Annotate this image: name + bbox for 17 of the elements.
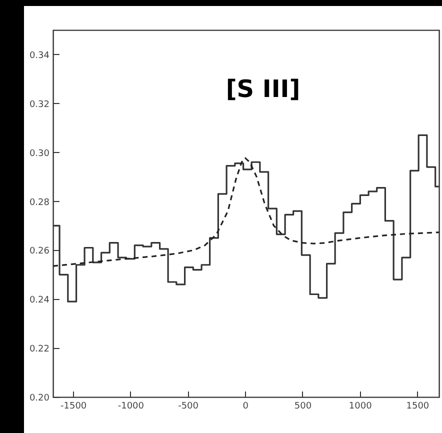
y-tick-label: 0.26	[29, 246, 50, 257]
x-tick-label: 1500	[406, 402, 430, 412]
x-tick-label: 0	[242, 402, 249, 412]
line-series	[52, 157, 440, 267]
y-tick-label: 0.22	[29, 344, 50, 355]
y-tick-label: 0.24	[29, 296, 50, 306]
y-tick-label: 0.28	[29, 198, 50, 208]
x-tick-label: 500	[294, 402, 312, 412]
annotation: [S III]	[226, 75, 300, 103]
y-tick-label: 0.32	[29, 100, 50, 110]
x-tick-label: -1000	[118, 402, 144, 412]
x-tick-label: -1500	[60, 402, 87, 412]
y-tick-label: 0.20	[29, 394, 50, 404]
x-tick-label: 1000	[348, 402, 372, 412]
y-tick-label: 0.34	[29, 50, 50, 61]
y-tick-label: 0.30	[29, 148, 50, 159]
x-tick-label: -500	[178, 402, 199, 412]
